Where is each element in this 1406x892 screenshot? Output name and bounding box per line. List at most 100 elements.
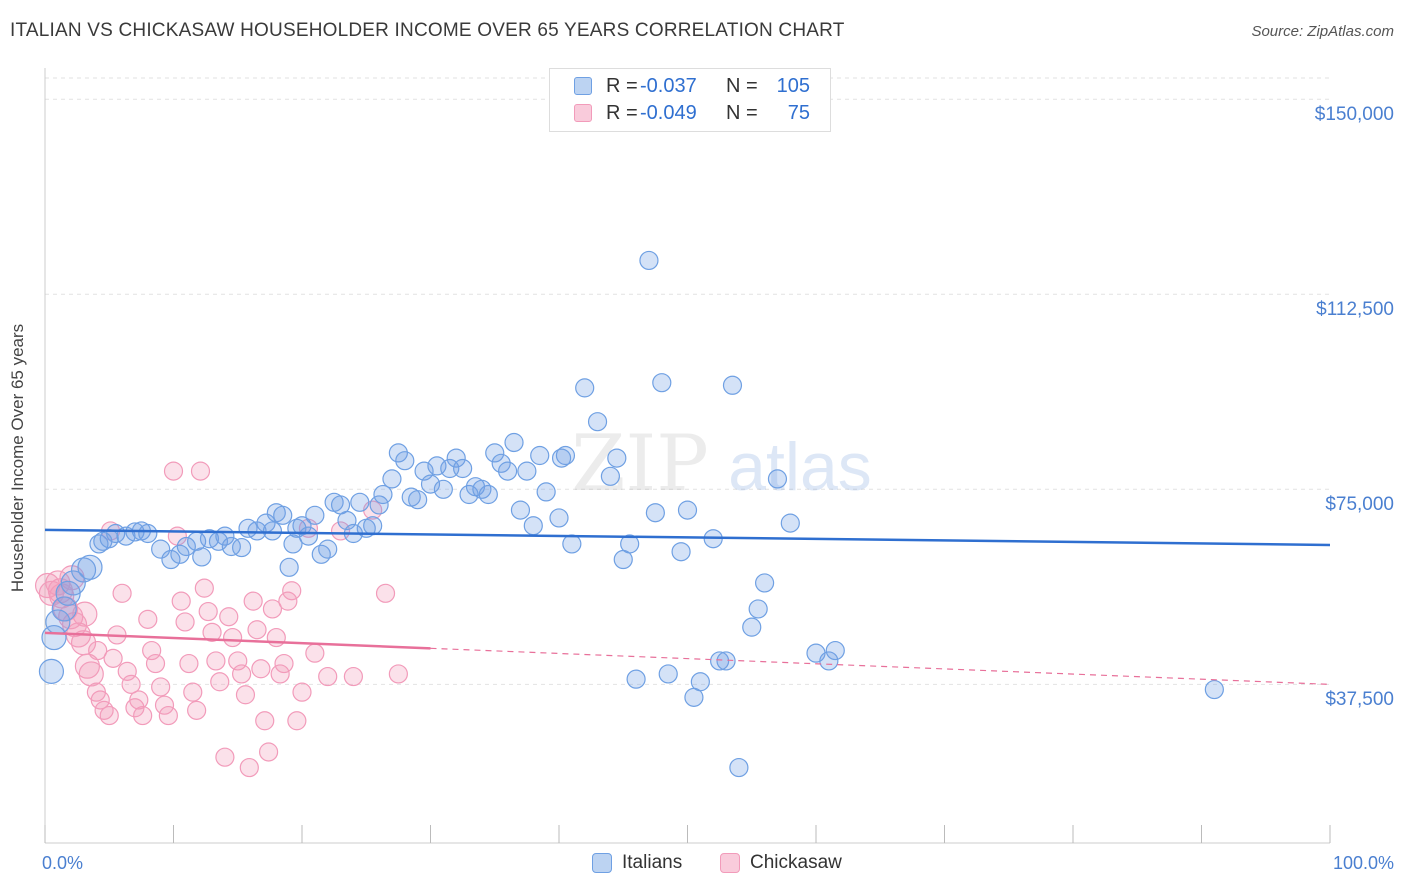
italians-point	[408, 490, 428, 510]
italians-point	[607, 448, 627, 468]
italians-point	[292, 516, 312, 536]
y-tick-label: $75,000	[1325, 494, 1394, 516]
axes	[44, 68, 1331, 844]
bottom-legend-chickasaw: Chickasaw	[720, 852, 842, 874]
regression-lines	[44, 528, 1331, 685]
italians-point	[192, 547, 212, 567]
italians-point	[77, 554, 103, 580]
italians-point	[485, 443, 505, 463]
italians-point	[658, 664, 678, 684]
bottom-legend-label: Chickasaw	[750, 852, 842, 873]
chickasaw-point	[194, 578, 214, 598]
chickasaw-point	[318, 666, 338, 687]
chickasaw-point	[74, 653, 101, 679]
watermark-atlas: atlas	[728, 429, 872, 505]
source-label: Source: ZipAtlas.com	[1251, 23, 1394, 40]
italians-point	[551, 448, 572, 468]
italians-point	[311, 544, 331, 564]
italians-point	[363, 516, 383, 536]
chickasaw-point	[72, 601, 98, 627]
legend-swatch-italians	[574, 77, 592, 95]
italians-point	[305, 505, 325, 525]
chickasaw-point	[262, 599, 283, 619]
italians-point	[587, 412, 608, 432]
chickasaw-point	[251, 659, 271, 679]
italians-point	[780, 513, 800, 533]
chickasaw-point	[158, 705, 178, 726]
italians-point	[298, 526, 319, 546]
x-tick-min: 0.0%	[42, 853, 84, 873]
chickasaw-point	[287, 711, 307, 731]
chickasaw-point	[112, 583, 132, 603]
italians-point	[729, 757, 749, 778]
italians-point	[369, 495, 389, 515]
chickasaw-point	[266, 627, 286, 648]
italians-point	[626, 669, 646, 689]
italians-point	[221, 536, 241, 557]
chickasaw-point	[223, 627, 243, 648]
italians-point	[523, 516, 543, 536]
chickasaw-point	[235, 685, 256, 705]
italians-point	[420, 474, 441, 494]
italians-point	[510, 500, 531, 520]
italians-point	[232, 537, 252, 558]
chart-title: ITALIAN VS CHICKASAW HOUSEHOLDER INCOME …	[10, 20, 845, 41]
italians-point	[504, 432, 524, 453]
y-tick-label: $37,500	[1325, 689, 1394, 711]
italians-point	[767, 469, 788, 489]
legend-n-value: 75	[787, 101, 810, 124]
italians-point	[491, 453, 511, 473]
chickasaw-point	[258, 742, 279, 762]
italians-point	[530, 445, 550, 466]
italians-point	[395, 451, 415, 471]
bottom-legend-label: Italians	[622, 852, 683, 873]
regression-line-italians	[44, 528, 1331, 547]
italians-point	[262, 521, 283, 541]
stats-legend: R = -0.037 N = 105 R = -0.049 N = 75	[549, 68, 831, 132]
y-axis-label: Householder Income Over 65 years	[8, 323, 27, 593]
x-tick-max: 100.0%	[1332, 853, 1394, 873]
italians-point	[722, 375, 743, 395]
regression-extension-chickasaw	[430, 647, 1331, 685]
chickasaw-point	[206, 651, 226, 671]
italians-point	[819, 651, 839, 671]
chickasaw-point	[375, 583, 396, 603]
chickasaw-point	[129, 690, 149, 710]
italians-point	[478, 484, 498, 505]
italians-point	[677, 500, 698, 520]
bottom-swatch-chickasaw	[720, 853, 740, 873]
italians-point	[600, 466, 621, 486]
y-tick-label: $112,500	[1316, 299, 1394, 321]
italians-point	[446, 448, 466, 468]
italians-point	[60, 570, 86, 596]
italians-point	[350, 492, 370, 512]
italians-point	[639, 250, 659, 271]
y-tick-label: $150,000	[1314, 104, 1394, 126]
italians-point	[279, 557, 299, 577]
legend-n-label: N =	[726, 101, 758, 124]
chickasaw-point	[282, 581, 302, 601]
chickasaw-point	[343, 666, 363, 687]
italians-point	[710, 651, 730, 671]
italians-point	[151, 539, 171, 559]
italians-point	[472, 479, 492, 499]
italians-point	[620, 534, 640, 554]
italians-point	[373, 484, 393, 505]
italians-point	[536, 482, 556, 502]
italians-point	[549, 508, 569, 528]
chickasaw-point	[274, 653, 294, 674]
chickasaw-point	[243, 591, 263, 611]
italians-point	[161, 549, 181, 570]
chickasaw-point	[278, 591, 298, 611]
chickasaw-point	[198, 601, 218, 622]
italians-point	[754, 573, 775, 593]
legend-n-label: N =	[726, 74, 758, 97]
chickasaw-point	[239, 757, 259, 778]
italians-point	[273, 505, 293, 525]
bottom-legend-italians: Italians	[592, 852, 682, 874]
italians-point	[318, 539, 338, 559]
italians-point	[51, 596, 77, 622]
italians-points	[38, 250, 1224, 778]
chickasaw-point	[388, 664, 408, 684]
chickasaw-point	[145, 653, 166, 674]
